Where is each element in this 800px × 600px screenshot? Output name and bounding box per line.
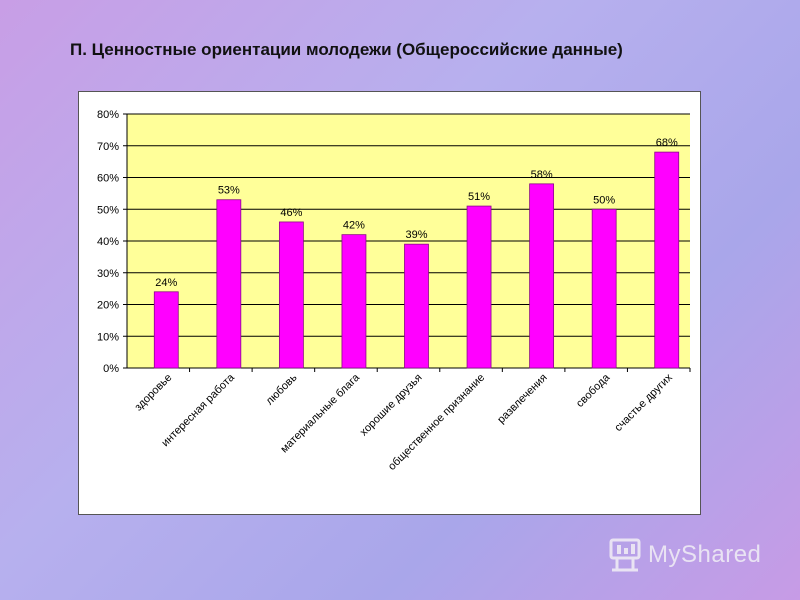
data-label: 53% [218, 185, 240, 197]
category-label: любовь [264, 371, 300, 407]
page-title: П. Ценностные ориентации молодежи (Общер… [70, 40, 623, 59]
y-tick-label: 30% [97, 268, 119, 280]
bar [404, 243, 429, 369]
category-label: хорошие друзья [358, 372, 425, 439]
bar-chart: 0% 10% 20% 30% 40% 50% 60% 70% 80% 24% здоровье 53%… [97, 109, 691, 473]
bar [466, 205, 492, 369]
data-label: 39% [405, 229, 427, 241]
category-label: развлечения [495, 372, 549, 426]
data-label: 68% [656, 137, 678, 149]
y-tick-label: 50% [97, 204, 119, 216]
bar [153, 291, 179, 369]
data-label: 50% [593, 194, 615, 206]
bar [341, 234, 367, 369]
category-label: свобода [574, 371, 613, 410]
bar [654, 151, 680, 369]
category-label: здоровье [132, 372, 174, 414]
cart-icon [609, 538, 641, 572]
data-label: 51% [468, 191, 490, 203]
data-label: 46% [280, 207, 302, 219]
y-tick-label: 0% [103, 363, 119, 375]
watermark-text: MyShared [648, 541, 762, 568]
bar [216, 199, 242, 369]
watermark-logo: MyShared [608, 536, 778, 576]
bar [529, 183, 555, 369]
chart-container: 0% 10% 20% 30% 40% 50% 60% 70% 80% 24% здоровье 53%… [78, 91, 701, 515]
data-label: 24% [155, 277, 177, 289]
y-tick-label: 70% [97, 141, 119, 153]
y-tick-label: 10% [97, 331, 119, 343]
bar [278, 221, 304, 369]
y-tick-label: 20% [97, 300, 119, 312]
y-tick-label: 60% [97, 173, 119, 185]
data-label: 58% [531, 169, 553, 181]
y-tick-label: 40% [97, 236, 119, 248]
category-label: счастье других [612, 371, 675, 434]
y-tick-label: 80% [97, 109, 119, 121]
data-label: 42% [343, 220, 365, 232]
bar [591, 208, 617, 369]
